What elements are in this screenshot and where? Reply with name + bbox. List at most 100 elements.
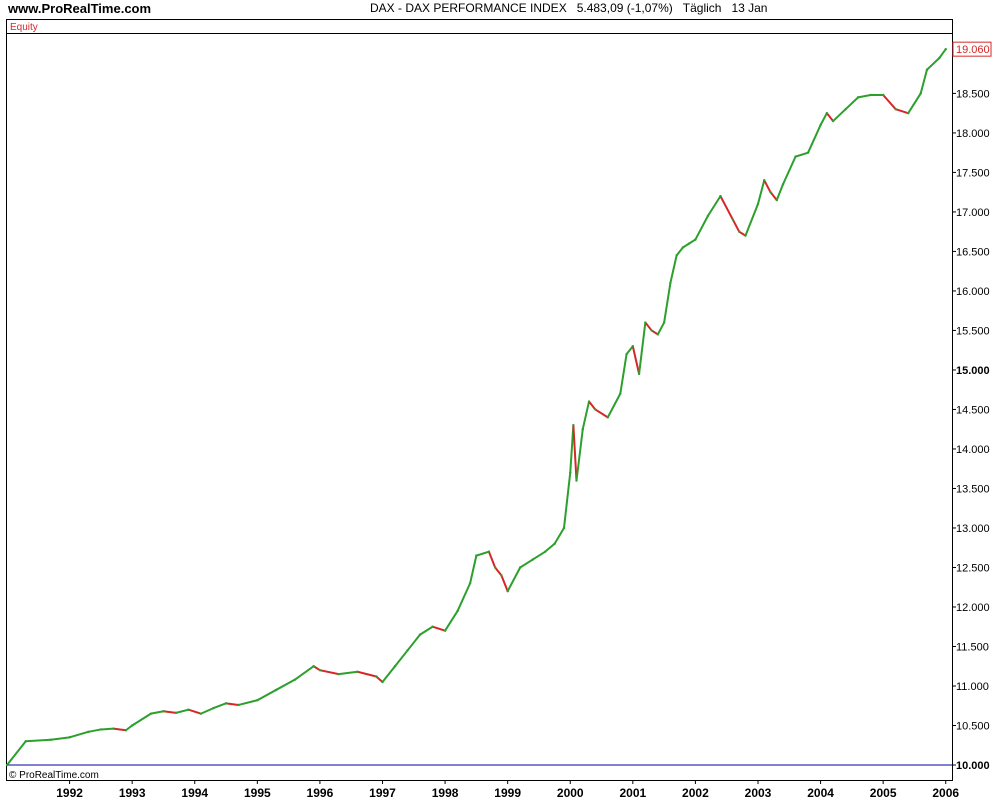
equity-point <box>224 702 228 705</box>
equity-point <box>431 625 434 628</box>
equity-point <box>919 92 922 95</box>
equity-segment <box>650 329 659 336</box>
equity-point <box>99 728 103 731</box>
equity-segment <box>356 670 378 678</box>
equity-point <box>575 479 578 482</box>
equity-point <box>406 649 409 652</box>
x-tick-label: 1994 <box>181 786 208 800</box>
equity-point <box>694 238 697 241</box>
equity-point <box>162 710 165 713</box>
equity-point <box>130 724 134 727</box>
y-tick-label: 13.500 <box>956 483 990 495</box>
equity-point <box>293 678 297 681</box>
x-axis: 1992 1993 1994 1995 1996 1997 1998 1999 2000 2001… <box>56 780 959 800</box>
equity-segment <box>744 203 759 237</box>
equity-segment <box>406 633 422 652</box>
equity-segment <box>763 179 772 194</box>
y-tick-label: 17.000 <box>956 207 990 219</box>
y-tick-label: 14.500 <box>956 404 990 416</box>
y-tick-label: 10.000 <box>956 760 990 772</box>
y-tick-label: 12.000 <box>956 602 990 614</box>
equity-point <box>518 566 522 569</box>
equity-point <box>619 392 622 395</box>
equity-point <box>894 108 897 111</box>
chart-period: Täglich <box>682 1 722 15</box>
equity-segment <box>731 218 741 233</box>
equity-segment <box>519 558 534 569</box>
equity-segment <box>49 736 71 741</box>
equity-point <box>572 424 575 427</box>
equity-segment <box>619 353 628 395</box>
equity-point <box>468 582 472 585</box>
equity-point <box>149 712 153 715</box>
equity-segment <box>606 392 622 419</box>
y-tick-label: 12.500 <box>956 562 990 574</box>
equity-segment <box>131 712 152 727</box>
last-value-marker: 19.060 <box>952 41 992 57</box>
equity-point <box>544 550 547 553</box>
equity-segment <box>312 665 321 672</box>
equity-segment <box>938 48 947 59</box>
equity-segment <box>337 670 359 676</box>
equity-point <box>938 56 941 60</box>
equity-point <box>769 190 772 194</box>
equity-segment <box>375 675 384 684</box>
x-tick-label: 2000 <box>557 786 584 800</box>
equity-segment <box>187 708 203 715</box>
y-tick-label: 10.500 <box>956 720 990 732</box>
equity-point <box>656 333 660 336</box>
equity-segment <box>444 609 459 632</box>
equity-segment <box>581 400 591 431</box>
equity-segment <box>794 151 810 158</box>
equity-segment <box>925 56 941 71</box>
site-url[interactable]: www.ProRealTime.com <box>8 1 152 16</box>
equity-segment <box>769 191 778 202</box>
instrument-name: DAX - DAX PERFORMANCE INDEX <box>370 1 567 15</box>
equity-segment <box>24 738 52 743</box>
equity-segment <box>675 246 684 257</box>
equity-point <box>831 119 835 123</box>
equity-segment <box>844 96 860 111</box>
equity-segment <box>663 282 672 324</box>
equity-segment <box>825 112 835 123</box>
equity-point <box>906 111 910 115</box>
equity-segment <box>631 345 641 375</box>
x-tick-label: 2002 <box>682 786 709 800</box>
equity-point <box>881 93 885 97</box>
equity-point <box>944 47 947 51</box>
x-tick-label: 2005 <box>870 786 897 800</box>
equity-point <box>418 633 422 636</box>
equity-point <box>87 730 90 734</box>
equity-point <box>562 526 566 530</box>
equity-point <box>581 428 584 431</box>
x-tick-label: 1996 <box>307 786 334 800</box>
equity-segment <box>572 424 578 482</box>
equity-segment <box>124 724 134 732</box>
y-tick-label: 17.500 <box>956 167 990 179</box>
equity-point <box>475 554 478 557</box>
equity-segment <box>237 699 259 706</box>
y-tick-label: 16.000 <box>956 286 990 298</box>
equity-segment <box>553 526 565 545</box>
y-tick-label: 15.000 <box>956 365 990 377</box>
equity-segment <box>588 400 597 411</box>
equity-segment <box>256 688 278 702</box>
equity-point <box>825 111 829 115</box>
equity-point <box>49 738 53 741</box>
x-tick-label: 1993 <box>119 786 146 800</box>
equity-point <box>819 123 822 127</box>
equity-point <box>237 703 240 707</box>
instrument-title: DAX - DAX PERFORMANCE INDEX 5.483,09 (-1,… <box>370 1 777 15</box>
equity-point <box>706 214 710 218</box>
equity-point <box>869 93 872 97</box>
panel-title-bar <box>6 19 953 34</box>
equity-point <box>212 706 215 710</box>
equity-segment <box>212 702 228 710</box>
equity-point <box>756 202 760 206</box>
equity-segment <box>494 566 503 577</box>
equity-point <box>456 609 459 613</box>
y-tick-label: 11.500 <box>956 641 989 653</box>
instrument-quote: 5.483,09 (-1,07%) <box>576 1 673 15</box>
equity-segment <box>419 625 434 636</box>
equity-point <box>124 729 128 732</box>
